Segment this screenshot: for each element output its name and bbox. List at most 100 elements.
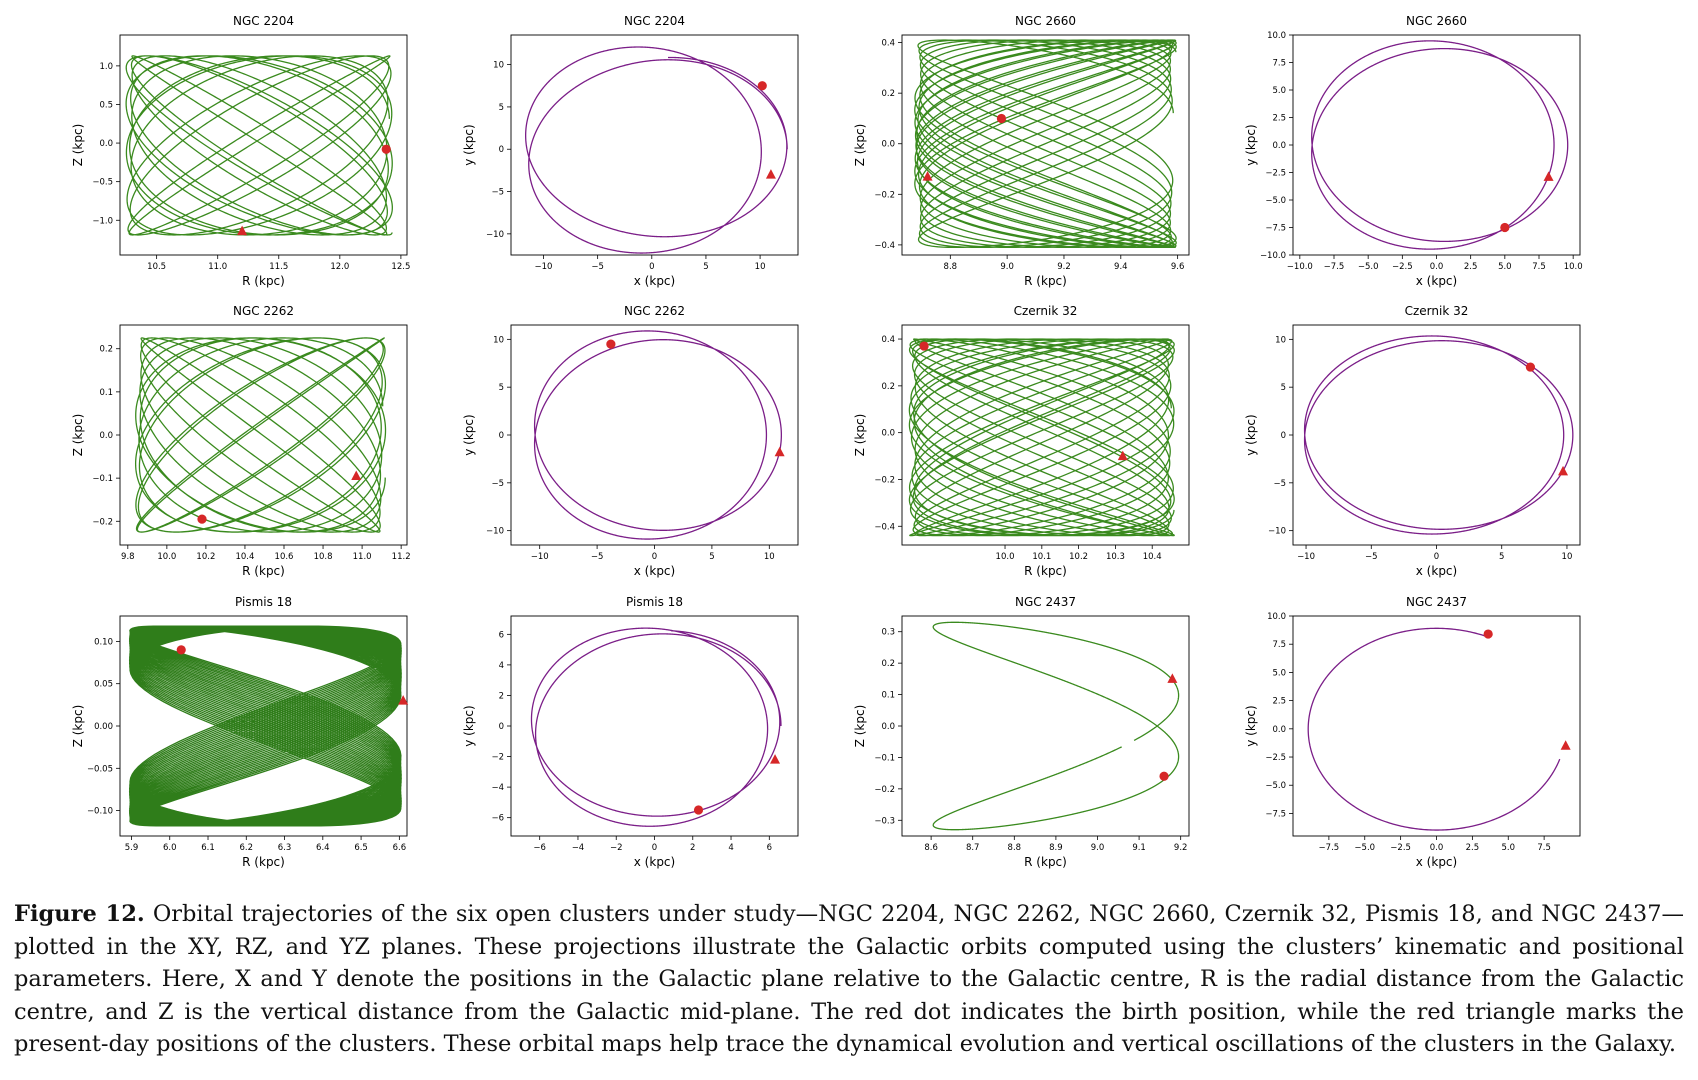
birth-marker [606,339,616,349]
x-tick-label: −5 [591,262,604,272]
x-tick-label: 2.5 [1466,843,1480,853]
x-tick-label: 0.0 [1430,262,1444,272]
plot-ngc2262_rz: 9.8 10.0 10.2 10.4 10.6 10.8 11.0 11.2 0.2 0.1 0.0… [71,304,411,578]
y-tick-label: 0.3 [881,628,895,638]
x-tick-label: 7.5 [1532,262,1546,272]
y-tick-label: 10.0 [1267,612,1286,622]
y-tick-label: 5.0 [1272,86,1286,96]
y-axis-label: Z (kpc) [853,705,867,748]
axes-frame [1292,324,1581,546]
orbit-line-ngc2660_rz [914,39,1177,249]
x-tick-label: −2 [610,843,623,853]
present-marker [1117,450,1128,461]
x-tick-label: 11.2 [392,552,411,562]
x-tick-label: −6 [533,843,546,853]
y-tick-label: 0 [499,722,504,732]
x-tick-label: 5.9 [125,843,139,853]
axes-frame [1292,34,1581,256]
y-tick-label: 5 [1281,383,1286,393]
axes-frame [901,615,1190,837]
x-tick-label: 6.4 [316,843,330,853]
x-tick-label: −7.5 [1324,262,1345,272]
x-axis-label: R (kpc) [1024,564,1067,578]
y-tick-label: 0.10 [94,637,113,647]
y-tick-label: −6 [491,814,504,824]
x-tick-label: −10.0 [1287,262,1313,272]
y-tick-label: −0.3 [874,816,895,826]
plot-title: NGC 2660 [1015,14,1076,28]
y-tick-label: −0.10 [87,807,113,817]
y-tick-label: 0.0 [99,139,113,149]
birth-marker [919,341,929,351]
y-tick-label: 0.2 [881,382,895,392]
y-axis-label: y (kpc) [1244,705,1258,746]
x-axis-label: R (kpc) [1024,274,1067,288]
y-tick-label: 0.0 [99,431,113,441]
birth-marker [197,514,207,524]
birth-marker [1483,629,1493,639]
x-tick-label: 6.1 [201,843,215,853]
x-tick-label: 8.9 [1049,843,1063,853]
plot-title: Pismis 18 [626,595,683,609]
plot-pismis18_xy: −6 −4 −2 0 2 4 6 6 4 2 0 −2 −4 −6 Pismis 18 x (kpc) y (k… [462,595,799,869]
plot-title: NGC 2437 [1015,595,1076,609]
y-tick-label: −5 [491,479,504,489]
orbit-line-ngc2660_xy [1311,40,1569,250]
present-marker [398,695,409,705]
y-tick-label: −0.2 [874,475,895,485]
plot-ngc2660_rz: 8.8 9.0 9.2 9.4 9.6 0.4 0.2 0.0 −0.2 −0.4 NGC 2660… [853,14,1190,288]
orbit-line-czernik32_rz [908,338,1175,537]
y-tick-label: 0 [499,431,504,441]
x-tick-label: 10.4 [235,552,254,562]
x-tick-label: 9.4 [1114,262,1128,272]
x-tick-label: 8.6 [924,843,938,853]
plot-ngc2262_xy: −10 −5 0 5 10 10 5 0 −5 −10 NGC 2262 x (kpc) y (kpc) [462,304,799,578]
axes-frame [510,34,799,256]
plot-czernik32_rz: 10.0 10.1 10.2 10.3 10.4 0.4 0.2 0.0 −0.2 −0.4 Cze… [853,304,1190,578]
x-tick-label: 10.4 [1143,552,1162,562]
present-marker [765,169,776,179]
x-tick-label: −5 [591,552,604,562]
y-tick-label: −7.5 [1265,809,1286,819]
plot-title: Czernik 32 [1405,304,1469,318]
y-tick-label: −0.2 [92,517,113,527]
birth-marker [381,144,391,154]
x-tick-label: 10.1 [1032,552,1051,562]
plot-czernik32_xy: −10 −5 0 5 10 10 5 0 −5 −10 Czernik 32 x (kpc) y (kp… [1244,304,1581,578]
x-tick-label: 0 [1434,552,1439,562]
x-tick-label: −7.5 [1319,843,1340,853]
y-tick-label: 0.00 [94,722,113,732]
x-tick-label: 10.8 [314,552,333,562]
birth-marker [693,805,704,815]
x-tick-label: 10 [1562,552,1573,562]
caption-label: Figure 12. [14,901,145,927]
birth-marker [1525,362,1536,372]
y-tick-label: 4 [499,661,504,671]
x-tick-label: 6.0 [163,843,177,853]
y-tick-label: 10 [493,61,504,71]
x-tick-label: 10.2 [196,552,215,562]
axes-frame [119,34,408,256]
y-tick-label: 2 [499,691,504,701]
orbit-line-pismis18_rz [128,625,402,827]
x-tick-label: −10 [531,552,549,562]
y-axis-label: y (kpc) [462,414,476,455]
plot-title: NGC 2204 [624,14,685,28]
y-axis-label: Z (kpc) [71,124,85,167]
y-tick-label: −2.5 [1265,169,1286,179]
y-axis-label: y (kpc) [1244,124,1258,165]
y-tick-label: 0.4 [881,335,895,345]
y-tick-label: 5 [499,103,504,113]
plot-title: Czernik 32 [1014,304,1078,318]
y-tick-label: −2.5 [1265,753,1286,763]
x-tick-label: 9.0 [1091,843,1105,853]
plot-pismis18_rz: 5.9 6.0 6.1 6.2 6.3 6.4 6.5 6.6 0.10 0.05 0.00 −0.0… [71,595,409,869]
y-tick-label: 0.0 [1272,141,1286,151]
x-tick-label: 6.5 [354,843,368,853]
x-tick-label: 10.0 [157,552,176,562]
x-tick-label: 10.2 [1069,552,1088,562]
x-tick-label: 10.0 [996,552,1015,562]
y-tick-label: 0.0 [881,722,895,732]
axes-frame [901,34,1190,256]
x-tick-label: 9.1 [1132,843,1146,853]
